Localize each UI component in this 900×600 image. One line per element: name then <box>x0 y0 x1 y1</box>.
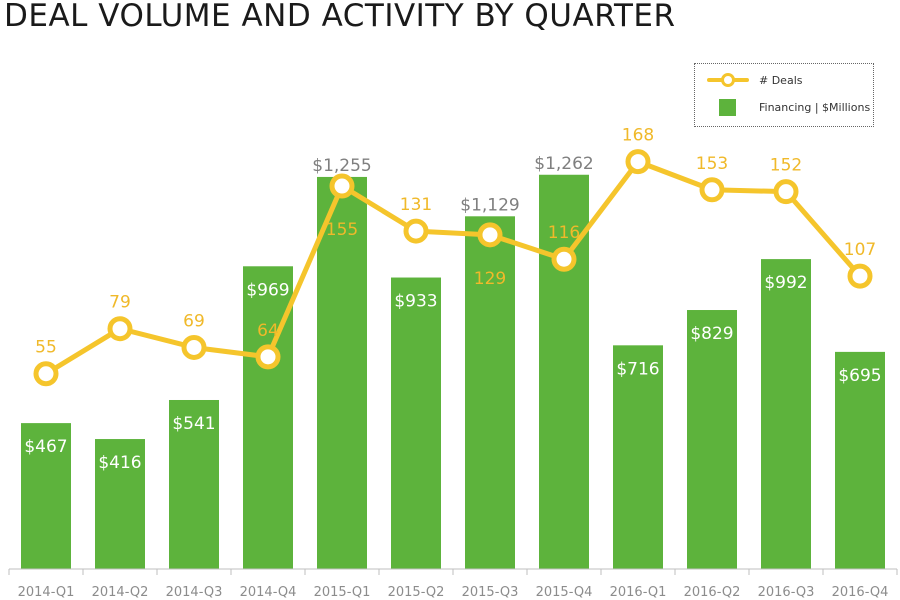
deals-point <box>403 218 429 244</box>
chart-title: DEAL VOLUME AND ACTIVITY BY QUARTER <box>4 0 676 34</box>
deals-line <box>43 159 863 377</box>
deals-point <box>773 179 799 205</box>
legend-item-financing: Financing | $Millions <box>707 99 870 116</box>
deals-point <box>255 344 281 370</box>
x-tick-label: 2015-Q2 <box>388 585 445 600</box>
financing-bar <box>687 310 737 569</box>
financing-bar <box>169 399 219 569</box>
financing-bar-label: $969 <box>246 280 289 300</box>
financing-bar <box>391 277 441 569</box>
deals-point <box>329 173 355 199</box>
financing-bar-label: $1,129 <box>460 195 519 215</box>
financing-bar-label: $695 <box>838 366 881 386</box>
x-tick-label: 2015-Q1 <box>314 585 371 600</box>
financing-bar-label: $716 <box>616 359 659 379</box>
financing-bar <box>761 259 811 569</box>
financing-bar <box>21 423 71 569</box>
financing-bar-label: $467 <box>24 437 67 457</box>
deals-point-label: 116 <box>548 223 580 243</box>
financing-bar-label: $1,262 <box>534 154 593 174</box>
legend-bar-swatch-icon <box>719 99 736 116</box>
deals-point-label: 129 <box>474 269 506 289</box>
financing-bar-label: $829 <box>690 324 733 344</box>
deals-line-layer <box>33 149 873 387</box>
x-tick-label: 2014-Q2 <box>92 585 149 600</box>
deals-point <box>107 316 133 342</box>
financing-bar-label: $541 <box>172 414 215 434</box>
financing-bar-label: $933 <box>394 292 437 312</box>
legend-label-deals: # Deals <box>759 73 803 87</box>
x-axis: 2014-Q1 2014-Q2 2014-Q3 2014-Q4 2015-Q1 2015-… <box>8 568 898 600</box>
deals-point <box>477 222 503 248</box>
financing-bar <box>613 345 663 569</box>
deals-point-label: 131 <box>400 195 432 215</box>
deals-point-label: 79 <box>109 293 131 313</box>
deals-point-label: 64 <box>257 321 279 341</box>
deals-point-label: 152 <box>770 156 802 176</box>
deal-labels-layer: 55 79 69 64 155 131 129 116 168 153 152 107 <box>35 126 876 358</box>
x-tick-label: 2015-Q3 <box>462 585 519 600</box>
deals-point <box>551 246 577 272</box>
deals-point-label: 69 <box>183 311 205 331</box>
financing-bar <box>95 439 145 569</box>
deals-point <box>33 361 59 387</box>
financing-bar <box>465 216 515 569</box>
legend-line-marker-icon <box>707 73 749 87</box>
bars-layer <box>21 174 885 570</box>
legend-label-financing: Financing | $Millions <box>759 101 871 114</box>
x-tick-label: 2016-Q1 <box>610 585 667 600</box>
chart-legend: # Deals Financing | $Millions <box>694 63 874 127</box>
deals-point-label: 155 <box>326 220 358 240</box>
financing-bar-label: $1,255 <box>312 156 371 176</box>
deals-point-label: 153 <box>696 154 728 174</box>
x-tick-label: 2016-Q3 <box>758 585 815 600</box>
financing-bar <box>835 351 885 569</box>
legend-item-deals: # Deals <box>707 73 802 87</box>
financing-bar <box>317 176 367 570</box>
deals-point-label: 107 <box>844 240 876 260</box>
deals-point <box>181 334 207 360</box>
financing-bar-label: $992 <box>764 273 807 293</box>
deals-point <box>625 149 651 175</box>
financing-bar-label: $416 <box>98 453 141 473</box>
deals-point <box>699 177 725 203</box>
deals-point-label: 168 <box>622 126 654 146</box>
x-tick-label: 2016-Q2 <box>684 585 741 600</box>
deals-point <box>847 263 873 289</box>
x-tick-label: 2016-Q4 <box>832 585 889 600</box>
x-tick-label: 2014-Q1 <box>18 585 75 600</box>
x-tick-label: 2014-Q4 <box>240 585 297 600</box>
bar-labels-layer: $467 $416 $541 $969 $1,255 $933 $1,129 $1,262 $7… <box>24 154 881 473</box>
deals-point-label: 55 <box>35 338 57 358</box>
x-tick-label: 2015-Q4 <box>536 585 593 600</box>
x-tick-label: 2014-Q3 <box>166 585 223 600</box>
